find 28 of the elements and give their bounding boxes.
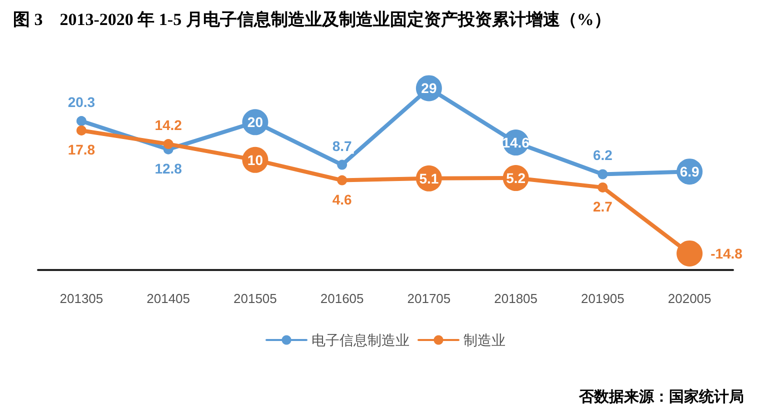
chart-title: 图 3 2013-2020 年 1-5 月电子信息制造业及制造业固定资产投资累计增速（%） (13, 10, 611, 29)
x-tick-label: 201505 (233, 291, 277, 306)
data-label: 6.2 (592, 147, 613, 164)
data-label: 20.3 (68, 94, 96, 110)
data-label: 2.7 (592, 198, 613, 214)
data-label: 10 (247, 152, 264, 168)
x-tick-label: 201705 (407, 291, 451, 306)
data-label: 4.6 (332, 191, 352, 208)
data-label: -14.8 (710, 245, 743, 262)
text: 否数据来源：国家统计局 (578, 388, 744, 406)
data-label: 5.1 (419, 170, 439, 186)
x-tick-label: 201605 (320, 291, 364, 306)
x-tick-label: 201905 (580, 291, 624, 306)
data-label: 14.2 (154, 117, 182, 134)
data-label: 5.2 (506, 170, 526, 186)
data-label: 29 (421, 80, 437, 96)
data-label: 6.9 (680, 164, 700, 180)
data-label: 17.8 (68, 141, 96, 158)
x-tick-label: 201805 (494, 291, 538, 306)
data-label: 12.8 (154, 160, 182, 176)
x-tick-label: 201405 (146, 291, 190, 306)
legend-label: 制造业 (464, 332, 506, 348)
data-label: 20 (247, 114, 264, 130)
data-label: 8.7 (332, 138, 352, 154)
data-label: 14.6 (502, 134, 530, 151)
x-tick-label: 201305 (60, 291, 104, 306)
x-tick-label: 202005 (668, 291, 712, 306)
legend-label: 电子信息制造业 (312, 332, 410, 348)
